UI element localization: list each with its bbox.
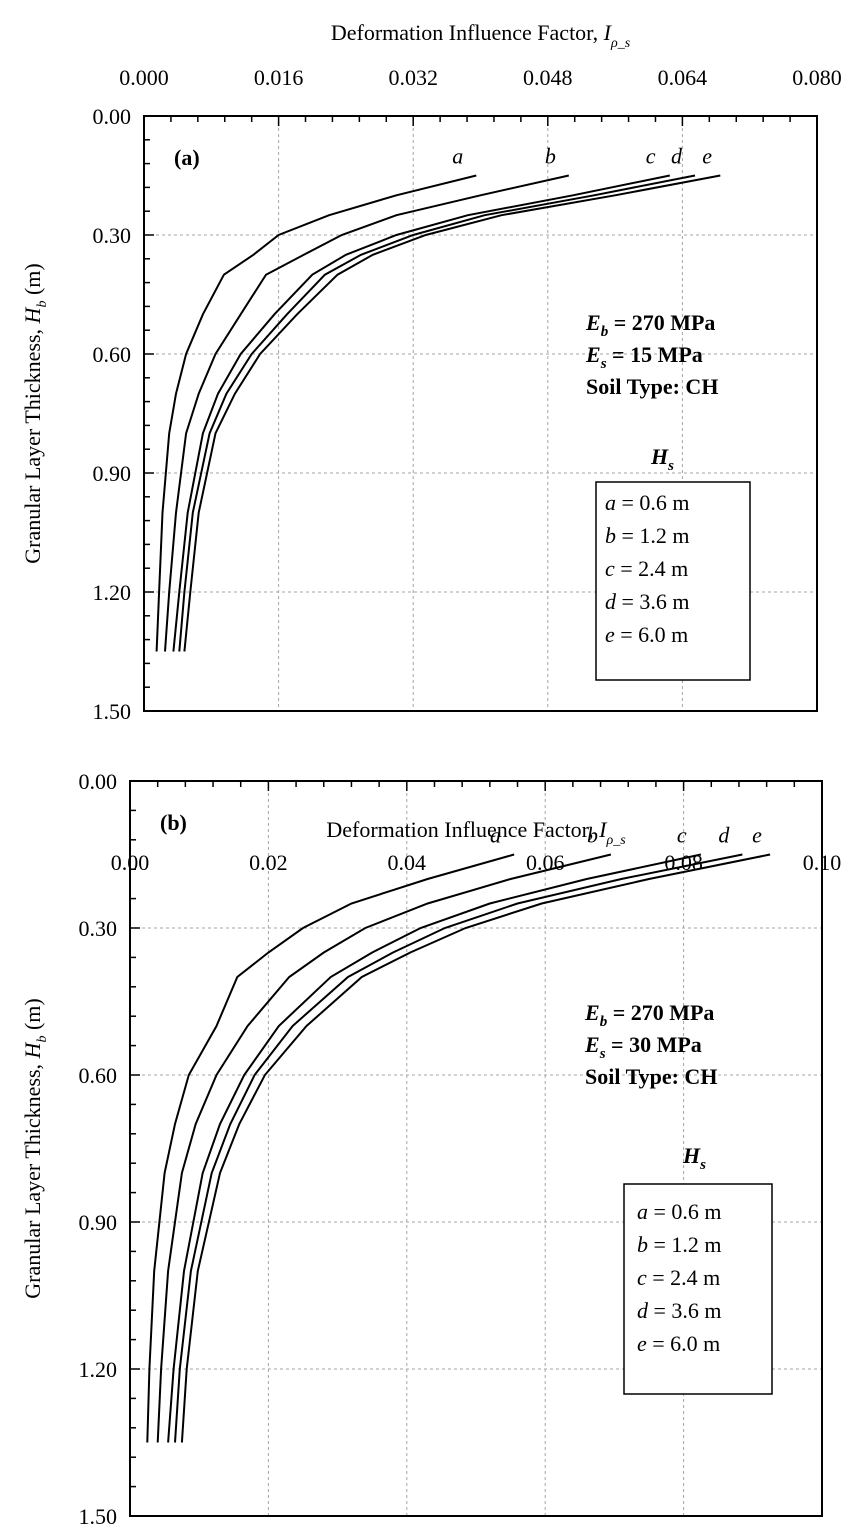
parameter-line: Soil Type: CH — [586, 374, 718, 399]
y-tick-label: 0.00 — [79, 769, 118, 794]
series-label-b: b — [587, 823, 598, 848]
series-curve-b — [156, 853, 612, 1443]
series-curve-a — [155, 174, 477, 652]
x-tick-label: 0.08 — [664, 850, 703, 875]
chart-panel-b: 0.00 0.02 0.04 0.06 0.08 0.100.000.300.600.90… — [20, 769, 841, 1527]
panel-label: (a) — [174, 145, 200, 170]
series-label-e: e — [702, 144, 712, 169]
x-tick-label: 0.080 — [792, 65, 842, 90]
plot-frame — [143, 115, 818, 712]
legend-box — [595, 481, 751, 681]
series-label-d: d — [718, 823, 730, 848]
y-axis-title: Granular Layer Thickness, Hb (m) — [20, 263, 50, 563]
x-tick-label: 0.10 — [803, 850, 842, 875]
series-label-d: d — [671, 144, 683, 169]
y-tick-label: 0.30 — [93, 223, 132, 248]
legend-entry: c = 2.4 m — [637, 1265, 720, 1290]
y-tick-label: 1.20 — [93, 580, 132, 605]
legend-entry: d = 3.6 m — [637, 1298, 722, 1323]
series-label-c: c — [677, 823, 687, 848]
parameter-line: Eb = 270 MPa — [584, 1000, 714, 1030]
x-axis-title: Deformation Influence Factor, Iρ_s — [331, 20, 631, 51]
parameter-line: Eb = 270 MPa — [585, 310, 715, 340]
series-curve-b — [164, 174, 570, 652]
y-tick-label: 0.60 — [93, 342, 132, 367]
series-label-a: a — [452, 144, 463, 169]
legend-box — [623, 1183, 773, 1395]
x-axis-title: Deformation Influence Factor, Iρ_s — [326, 817, 626, 848]
series-label-a: a — [490, 823, 501, 848]
x-tick-label: 0.048 — [523, 65, 573, 90]
x-tick-label: 0.00 — [111, 850, 150, 875]
y-tick-label: 0.90 — [93, 461, 132, 486]
y-tick-label: 1.50 — [79, 1504, 118, 1527]
legend-entry: b = 1.2 m — [605, 523, 690, 548]
series-label-e: e — [752, 823, 762, 848]
x-tick-label: 0.064 — [658, 65, 708, 90]
plot-frame — [129, 780, 823, 1517]
parameter-line: Es = 15 MPa — [585, 342, 703, 372]
legend-entry: a = 0.6 m — [637, 1199, 722, 1224]
legend-entry: e = 6.0 m — [637, 1331, 720, 1356]
legend-entry: d = 3.6 m — [605, 589, 690, 614]
x-tick-label: 0.04 — [388, 850, 427, 875]
y-tick-label: 1.50 — [93, 699, 132, 724]
y-tick-label: 0.30 — [79, 916, 118, 941]
y-tick-label: 0.90 — [79, 1210, 118, 1235]
series-curve-a — [146, 853, 515, 1443]
y-tick-label: 0.60 — [79, 1063, 118, 1088]
series-curve-d — [178, 174, 696, 652]
parameter-line: Es = 30 MPa — [584, 1032, 702, 1062]
panel-label: (b) — [160, 810, 187, 835]
series-curve-d — [174, 853, 743, 1443]
series-curve-c — [172, 174, 671, 652]
legend-entry: c = 2.4 m — [605, 556, 688, 581]
x-tick-label: 0.032 — [388, 65, 438, 90]
series-curve-e — [180, 853, 771, 1443]
legend-title: Hs — [650, 444, 674, 474]
y-axis-title: Granular Layer Thickness, Hb (m) — [20, 998, 50, 1298]
legend-entry: a = 0.6 m — [605, 490, 690, 515]
parameter-line: Soil Type: CH — [585, 1064, 717, 1089]
legend-title: Hs — [682, 1143, 706, 1173]
y-tick-label: 1.20 — [79, 1357, 118, 1382]
series-curve-e — [183, 174, 721, 652]
series-label-b: b — [545, 144, 556, 169]
x-tick-label: 0.000 — [119, 65, 169, 90]
x-tick-label: 0.016 — [254, 65, 304, 90]
series-curve-c — [167, 853, 702, 1443]
x-tick-label: 0.02 — [249, 850, 288, 875]
legend-entry: e = 6.0 m — [605, 622, 688, 647]
y-tick-label: 0.00 — [93, 104, 132, 129]
legend-entry: b = 1.2 m — [637, 1232, 722, 1257]
chart-panel-a: 0.000 0.016 0.032 0.048 0.064 0.080 0.00 0.30 0.… — [20, 20, 842, 724]
series-label-c: c — [646, 144, 656, 169]
